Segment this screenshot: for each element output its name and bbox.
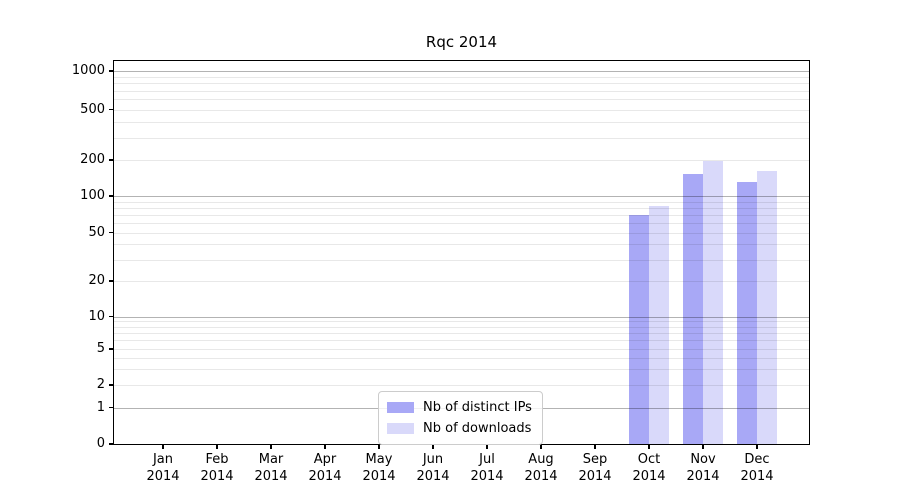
gridline-40	[114, 244, 809, 246]
x-tick-label-may: May 2014	[362, 452, 396, 484]
gridline-7	[114, 333, 809, 335]
bar-oct-downloads	[649, 205, 669, 444]
x-tick-dec	[756, 444, 758, 449]
x-tick-may	[378, 444, 380, 449]
y-tick-label-200: 200	[80, 152, 105, 167]
gridline-200	[114, 160, 809, 161]
gridline-400	[114, 121, 809, 123]
x-tick-label-apr: Apr 2014	[308, 452, 342, 484]
bar-dec-downloads	[757, 170, 777, 444]
legend: Nb of distinct IPs Nb of downloads	[378, 391, 543, 445]
gridline-3	[114, 369, 809, 371]
x-tick-feb	[216, 444, 218, 449]
gridline-500	[114, 109, 809, 111]
legend-swatch-distinct-ips	[387, 402, 414, 413]
legend-swatch-downloads	[387, 423, 414, 434]
x-tick-label-mar: Mar 2014	[254, 452, 288, 484]
y-tick-50	[109, 231, 114, 234]
x-tick-jun	[432, 444, 434, 449]
gridline-9	[114, 321, 809, 323]
y-tick-0	[109, 443, 114, 445]
gridline-90	[114, 201, 809, 203]
y-tick-label-1000: 1000	[71, 63, 105, 78]
legend-entry-downloads: Nb of downloads	[387, 419, 532, 438]
y-tick-1	[109, 406, 114, 409]
gridline-300	[114, 137, 809, 139]
gridline-700	[114, 90, 809, 92]
gridline-4	[114, 357, 809, 359]
y-tick-500	[109, 108, 114, 111]
gridline-100	[114, 196, 809, 197]
gridline-20	[114, 281, 809, 282]
x-tick-sep	[594, 444, 596, 449]
y-tick-label-10: 10	[88, 308, 105, 324]
gridline-600	[114, 99, 809, 101]
gridline-30	[114, 259, 809, 261]
y-tick-label-50: 50	[88, 224, 105, 240]
gridline-10	[114, 316, 809, 318]
x-tick-label-jan: Jan 2014	[146, 452, 180, 484]
y-tick-label-500: 500	[80, 101, 105, 117]
bar-nov-distinct-ips	[683, 173, 703, 444]
y-tick-label-2: 2	[96, 377, 105, 392]
x-tick-label-oct: Oct 2014	[632, 452, 666, 484]
gridline-800	[114, 83, 809, 85]
y-tick-label-20: 20	[88, 273, 105, 288]
x-tick-label-sep: Sep 2014	[578, 452, 612, 484]
x-tick-label-jun: Jun 2014	[416, 452, 450, 484]
y-tick-label-1: 1	[96, 399, 105, 415]
y-tick-label-5: 5	[96, 341, 105, 356]
x-tick-label-jul: Jul 2014	[470, 452, 504, 484]
y-tick-5	[109, 348, 114, 350]
x-tick-aug	[540, 444, 542, 449]
y-tick-200	[109, 159, 114, 161]
gridline-1000	[114, 71, 809, 72]
x-tick-apr	[324, 444, 326, 449]
gridline-70	[114, 214, 809, 216]
y-tick-1000	[109, 70, 114, 72]
y-tick-20	[109, 280, 114, 282]
gridline-8	[114, 326, 809, 328]
x-tick-label-dec: Dec 2014	[740, 452, 774, 484]
gridline-2	[114, 385, 809, 386]
x-tick-label-feb: Feb 2014	[200, 452, 234, 484]
chart-title: Rqc 2014	[425, 33, 498, 51]
x-tick-label-aug: Aug 2014	[524, 452, 558, 484]
x-tick-oct	[648, 444, 650, 449]
gridline-900	[114, 76, 809, 78]
gridline-5	[114, 349, 809, 350]
legend-entry-distinct-ips: Nb of distinct IPs	[387, 398, 532, 417]
y-tick-2	[109, 384, 114, 386]
y-tick-10	[109, 315, 114, 318]
bar-nov-downloads	[703, 160, 723, 444]
bar-oct-distinct-ips	[629, 214, 649, 444]
x-tick-mar	[270, 444, 272, 449]
legend-label-distinct-ips: Nb of distinct IPs	[423, 400, 532, 415]
y-tick-label-100: 100	[80, 188, 105, 203]
y-tick-label-0: 0	[96, 436, 105, 451]
plot-area	[113, 60, 810, 445]
x-tick-nov	[702, 444, 704, 449]
x-tick-jan	[162, 444, 164, 449]
gridline-50	[114, 232, 809, 234]
gridline-80	[114, 207, 809, 209]
gridline-60	[114, 222, 809, 224]
x-tick-label-nov: Nov 2014	[686, 452, 720, 484]
bar-dec-distinct-ips	[737, 181, 757, 444]
x-tick-jul	[486, 444, 488, 449]
gridline-6	[114, 340, 809, 342]
y-tick-100	[109, 195, 114, 197]
legend-label-downloads: Nb of downloads	[423, 421, 532, 436]
